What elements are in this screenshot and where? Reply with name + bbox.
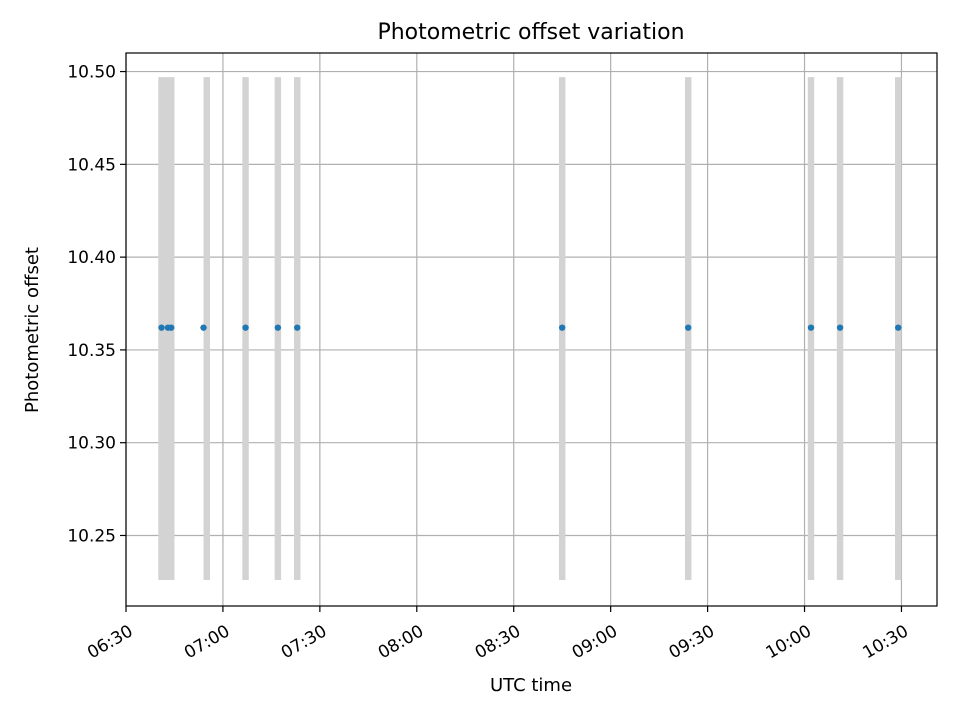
y-tick-label: 10.25 (67, 526, 116, 546)
x-tick-label: 07:00 (181, 621, 233, 663)
x-tick-label: 10:30 (860, 621, 912, 663)
data-points (158, 324, 902, 331)
x-tick-label: 06:30 (84, 621, 136, 663)
x-tick-label: 08:30 (472, 621, 524, 663)
data-point (200, 324, 207, 331)
data-point (895, 324, 902, 331)
y-axis-label: Photometric offset (22, 247, 43, 413)
data-point (158, 324, 165, 331)
x-tick-label: 10:00 (763, 621, 815, 663)
data-point (807, 324, 815, 331)
data-point (242, 324, 249, 331)
y-tick-label: 10.35 (67, 341, 116, 361)
y-axis-ticks: 10.25 10.30 10.35 10.40 10.45 10.50 (67, 63, 126, 546)
shaded-interval (203, 77, 211, 581)
data-point (836, 324, 844, 331)
x-axis-ticks: 06:30 07:00 07:30 08:00 08:30 09:00 09:30 10:00… (84, 606, 912, 663)
grid (125, 53, 937, 606)
x-tick-label: 09:00 (569, 621, 621, 663)
y-tick-label: 10.50 (67, 63, 116, 83)
y-tick-label: 10.45 (67, 155, 116, 175)
shaded-intervals (158, 77, 902, 581)
x-tick-label: 08:00 (375, 621, 427, 663)
data-point (168, 324, 175, 331)
plot-frame (125, 52, 938, 607)
y-tick-label: 10.30 (67, 434, 116, 454)
data-point (294, 324, 301, 331)
x-axis-label: UTC time (490, 675, 572, 696)
data-point (685, 324, 692, 331)
data-point (558, 324, 566, 331)
data-point (274, 324, 282, 331)
x-tick-label: 09:30 (666, 621, 718, 663)
chart-title: Photometric offset variation (377, 20, 684, 45)
y-tick-label: 10.40 (67, 248, 116, 268)
x-tick-label: 07:30 (278, 621, 330, 663)
